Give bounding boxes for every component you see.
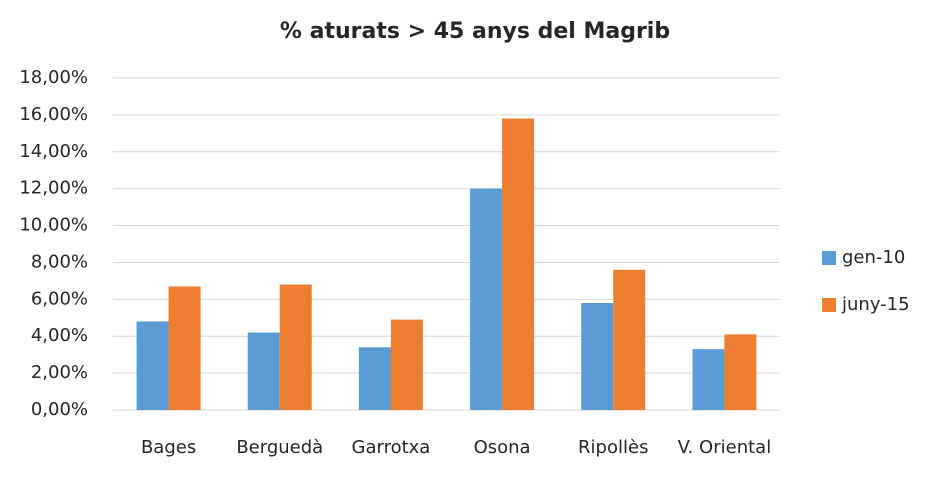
bar [390, 319, 423, 410]
bar [358, 347, 391, 410]
y-tick-label: 8,00% [31, 251, 88, 272]
bar [168, 286, 201, 410]
y-tick-label: 18,00% [19, 67, 88, 88]
y-tick-label: 10,00% [19, 215, 88, 236]
bar [581, 303, 614, 410]
y-tick-label: 14,00% [19, 141, 88, 162]
x-tick-label: Berguedà [236, 437, 323, 458]
chart-title: % aturats > 45 anys del Magrib [280, 19, 670, 44]
legend-label: gen-10 [842, 247, 905, 268]
x-tick-label: Ripollès [578, 437, 648, 458]
bar [136, 321, 169, 410]
bar [247, 332, 280, 410]
y-tick-label: 6,00% [31, 288, 88, 309]
y-tick-label: 12,00% [19, 178, 88, 199]
bar [724, 334, 757, 410]
bar [470, 188, 503, 410]
y-tick-label: 4,00% [31, 325, 88, 346]
x-tick-label: Bages [141, 437, 196, 458]
bar [692, 349, 725, 410]
x-tick-label: Garrotxa [352, 437, 431, 458]
legend-label: juny-15 [841, 294, 910, 315]
bar [279, 284, 312, 410]
y-tick-label: 16,00% [19, 104, 88, 125]
legend-swatch [822, 298, 836, 312]
x-tick-label: V. Oriental [678, 437, 772, 458]
bar [502, 118, 535, 411]
y-tick-label: 2,00% [31, 362, 88, 383]
bar [613, 269, 646, 410]
x-tick-label: Osona [474, 437, 531, 458]
y-tick-label: 0,00% [31, 399, 88, 420]
legend-swatch [822, 251, 836, 265]
